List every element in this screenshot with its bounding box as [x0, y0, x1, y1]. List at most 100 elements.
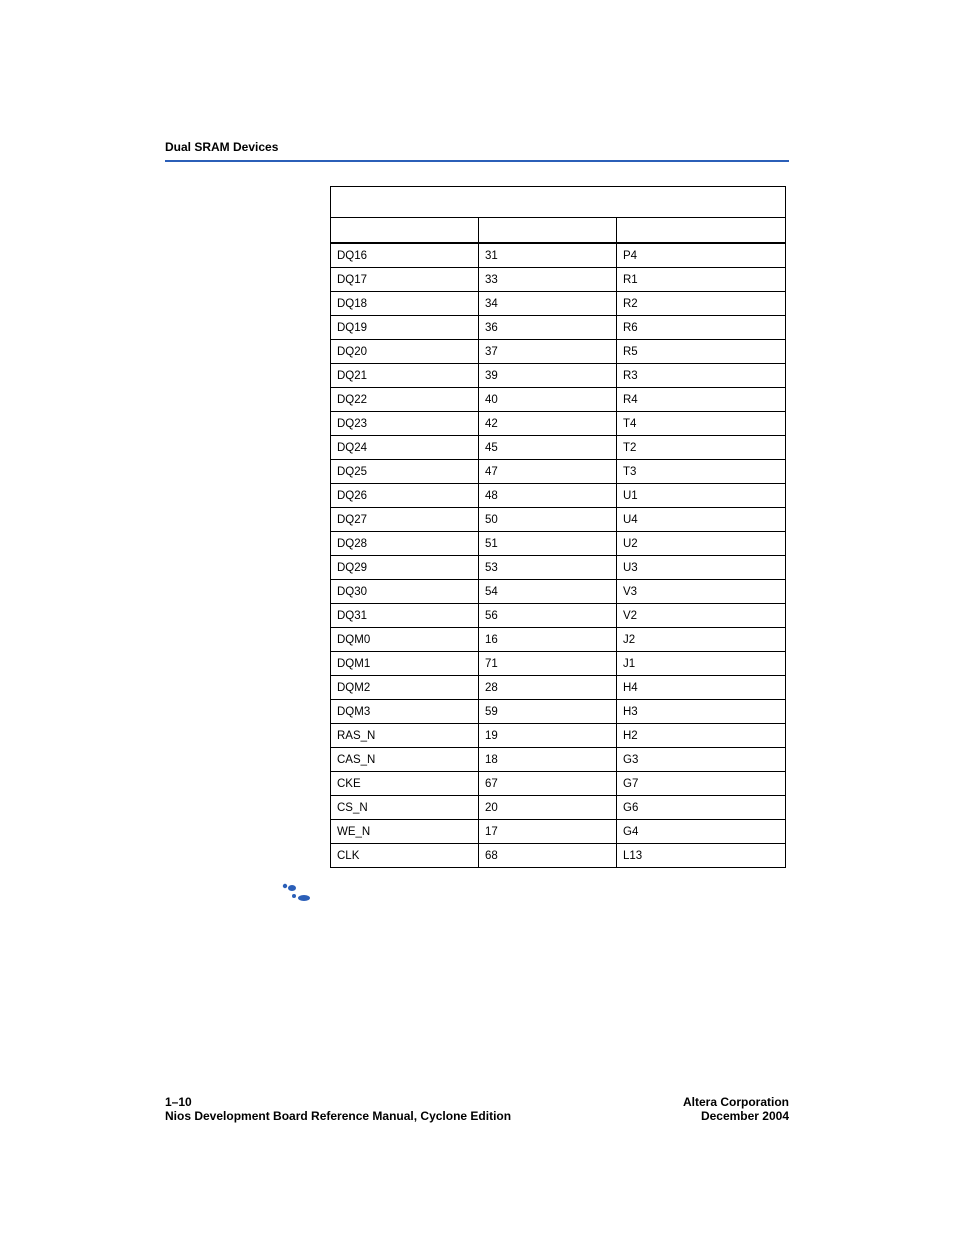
- table-cell: 48: [479, 484, 617, 508]
- table-cell: 17: [479, 820, 617, 844]
- page-number: 1–10: [165, 1095, 511, 1109]
- table-row: DQ2648U1: [331, 484, 786, 508]
- table-cell: DQ18: [331, 292, 479, 316]
- table-cell: 71: [479, 652, 617, 676]
- table-row: DQ1834R2: [331, 292, 786, 316]
- table-cell: 54: [479, 580, 617, 604]
- table-cell: 39: [479, 364, 617, 388]
- table-cell: V3: [617, 580, 786, 604]
- table-cell: H4: [617, 676, 786, 700]
- table-title-cell: [331, 187, 786, 218]
- footer-date: December 2004: [683, 1109, 789, 1123]
- table-cell: 45: [479, 436, 617, 460]
- table-cell: RAS_N: [331, 724, 479, 748]
- table-cell: G3: [617, 748, 786, 772]
- table-header-1: [331, 218, 479, 244]
- table-cell: DQ17: [331, 268, 479, 292]
- table-cell: V2: [617, 604, 786, 628]
- table-cell: T3: [617, 460, 786, 484]
- table-cell: U3: [617, 556, 786, 580]
- table-cell: DQ31: [331, 604, 479, 628]
- table-row: DQ2342T4: [331, 412, 786, 436]
- table-row: DQM228H4: [331, 676, 786, 700]
- table-cell: 50: [479, 508, 617, 532]
- table-cell: CLK: [331, 844, 479, 868]
- table-row: CS_N20G6: [331, 796, 786, 820]
- table-row: DQ2240R4: [331, 388, 786, 412]
- table-row: DQ2139R3: [331, 364, 786, 388]
- table-cell: G4: [617, 820, 786, 844]
- table-header-3: [617, 218, 786, 244]
- table-cell: CKE: [331, 772, 479, 796]
- table-header-row: [331, 218, 786, 244]
- table-cell: 37: [479, 340, 617, 364]
- table-cell: J2: [617, 628, 786, 652]
- page-footer: 1–10 Nios Development Board Reference Ma…: [165, 1095, 789, 1123]
- table-cell: DQ30: [331, 580, 479, 604]
- table-body: DQ1631P4DQ1733R1DQ1834R2DQ1936R6DQ2037R5…: [331, 243, 786, 868]
- table-cell: 67: [479, 772, 617, 796]
- table-cell: 16: [479, 628, 617, 652]
- table-cell: 34: [479, 292, 617, 316]
- table-cell: 42: [479, 412, 617, 436]
- table-cell: R6: [617, 316, 786, 340]
- table-cell: 31: [479, 243, 617, 268]
- table-cell: CAS_N: [331, 748, 479, 772]
- table-cell: DQM3: [331, 700, 479, 724]
- table-row: DQ2750U4: [331, 508, 786, 532]
- table-container: DQ1631P4DQ1733R1DQ1834R2DQ1936R6DQ2037R5…: [330, 186, 786, 868]
- table-header-2: [479, 218, 617, 244]
- table-row: DQ1733R1: [331, 268, 786, 292]
- table-cell: R4: [617, 388, 786, 412]
- table-row: WE_N17G4: [331, 820, 786, 844]
- table-row: DQ2547T3: [331, 460, 786, 484]
- pin-table: DQ1631P4DQ1733R1DQ1834R2DQ1936R6DQ2037R5…: [330, 186, 786, 868]
- table-cell: 51: [479, 532, 617, 556]
- table-cell: 19: [479, 724, 617, 748]
- table-row: DQ1936R6: [331, 316, 786, 340]
- table-cell: 20: [479, 796, 617, 820]
- table-row: RAS_N19H2: [331, 724, 786, 748]
- table-row: CAS_N18G3: [331, 748, 786, 772]
- table-cell: 68: [479, 844, 617, 868]
- table-row: DQ3156V2: [331, 604, 786, 628]
- header-rule: [165, 160, 789, 162]
- table-cell: H2: [617, 724, 786, 748]
- table-row: DQ2037R5: [331, 340, 786, 364]
- table-cell: DQ26: [331, 484, 479, 508]
- note-icon: [280, 882, 314, 904]
- table-cell: 56: [479, 604, 617, 628]
- corporation: Altera Corporation: [683, 1095, 789, 1109]
- table-row: DQM016J2: [331, 628, 786, 652]
- section-title: Dual SRAM Devices: [165, 140, 789, 154]
- table-cell: DQM0: [331, 628, 479, 652]
- table-cell: R1: [617, 268, 786, 292]
- table-cell: DQ25: [331, 460, 479, 484]
- table-cell: T4: [617, 412, 786, 436]
- table-row: DQ2851U2: [331, 532, 786, 556]
- table-row: CLK68L13: [331, 844, 786, 868]
- table-cell: 36: [479, 316, 617, 340]
- table-cell: DQ23: [331, 412, 479, 436]
- table-cell: 59: [479, 700, 617, 724]
- table-cell: G6: [617, 796, 786, 820]
- table-cell: J1: [617, 652, 786, 676]
- footer-left: 1–10 Nios Development Board Reference Ma…: [165, 1095, 511, 1123]
- table-cell: DQ19: [331, 316, 479, 340]
- table-cell: DQM2: [331, 676, 479, 700]
- doc-title: Nios Development Board Reference Manual,…: [165, 1109, 511, 1123]
- table-row: CKE67G7: [331, 772, 786, 796]
- table-cell: R2: [617, 292, 786, 316]
- table-cell: DQ22: [331, 388, 479, 412]
- table-cell: 33: [479, 268, 617, 292]
- table-row: DQ3054V3: [331, 580, 786, 604]
- table-cell: DQ28: [331, 532, 479, 556]
- table-cell: WE_N: [331, 820, 479, 844]
- table-cell: 47: [479, 460, 617, 484]
- table-row: DQ2445T2: [331, 436, 786, 460]
- table-cell: P4: [617, 243, 786, 268]
- page: Dual SRAM Devices DQ1631P4DQ1733R1DQ1834…: [0, 0, 954, 1235]
- table-cell: R3: [617, 364, 786, 388]
- table-row: DQM171J1: [331, 652, 786, 676]
- table-cell: DQ20: [331, 340, 479, 364]
